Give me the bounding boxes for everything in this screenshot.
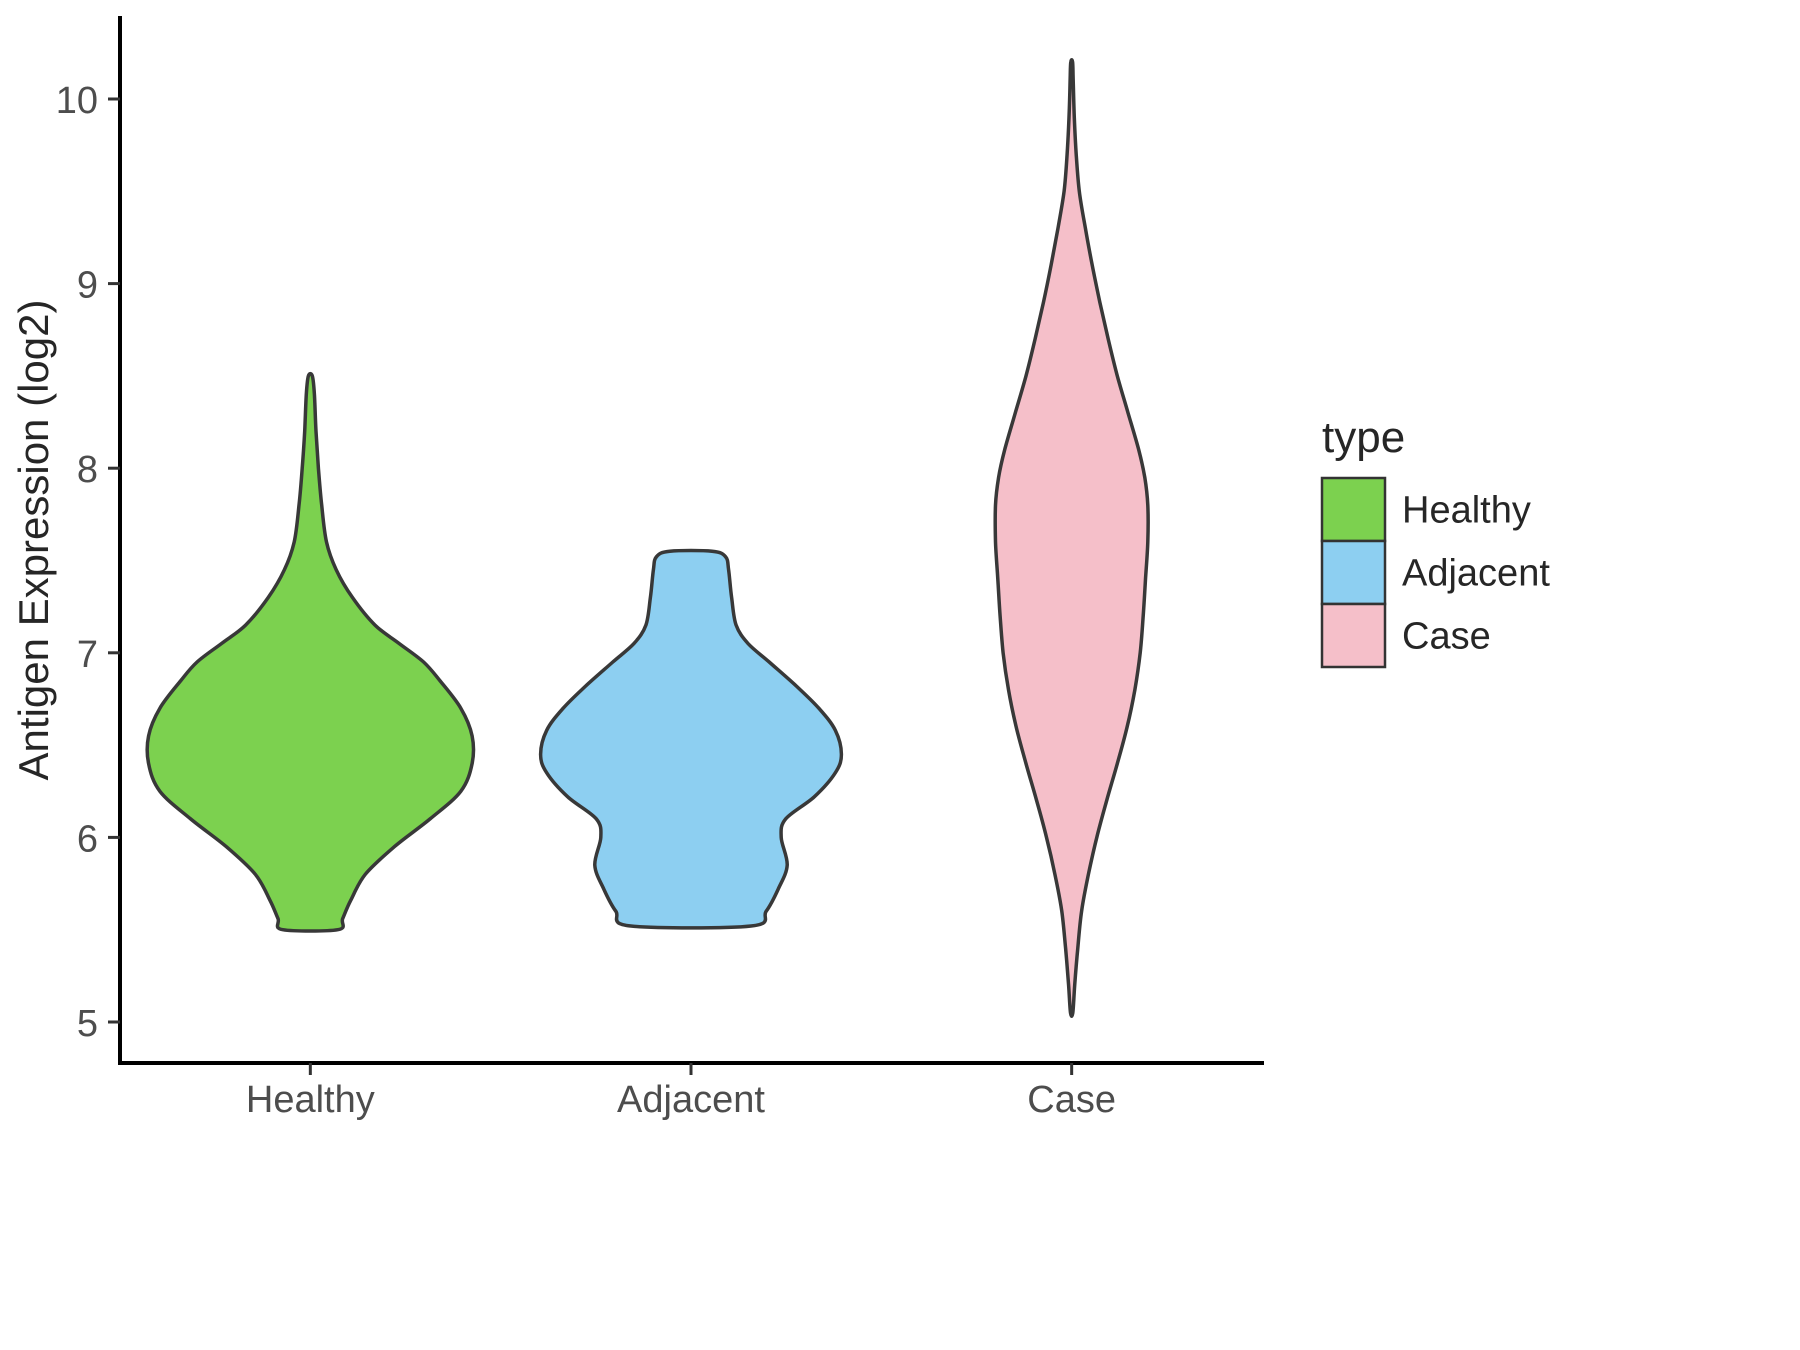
legend-title: type [1322, 413, 1405, 462]
y-tick-label: 6 [77, 818, 98, 860]
violin-adjacent [538, 548, 844, 930]
legend-swatch-healthy [1320, 476, 1387, 543]
violin-case [993, 58, 1150, 1018]
x-category-label: Adjacent [617, 1079, 765, 1121]
y-tick-label: 8 [77, 449, 98, 491]
x-category-label: Healthy [246, 1079, 375, 1121]
y-tick-label: 5 [77, 1003, 98, 1045]
violin-healthy [145, 371, 476, 933]
legend-label-adjacent: Adjacent [1402, 553, 1550, 595]
legend-label-healthy: Healthy [1402, 490, 1531, 532]
y-tick-label: 7 [77, 634, 98, 676]
legend: type Healthy Adjacent Case [1320, 413, 1550, 669]
y-tick-label: 10 [56, 80, 98, 122]
legend-label-case: Case [1402, 616, 1491, 658]
x-category-label: Case [1027, 1079, 1116, 1121]
y-axis-title: Antigen Expression (log2) [10, 300, 57, 781]
legend-swatch-case [1320, 602, 1387, 669]
legend-swatch-adjacent [1320, 539, 1387, 606]
y-tick-label: 9 [77, 265, 98, 307]
